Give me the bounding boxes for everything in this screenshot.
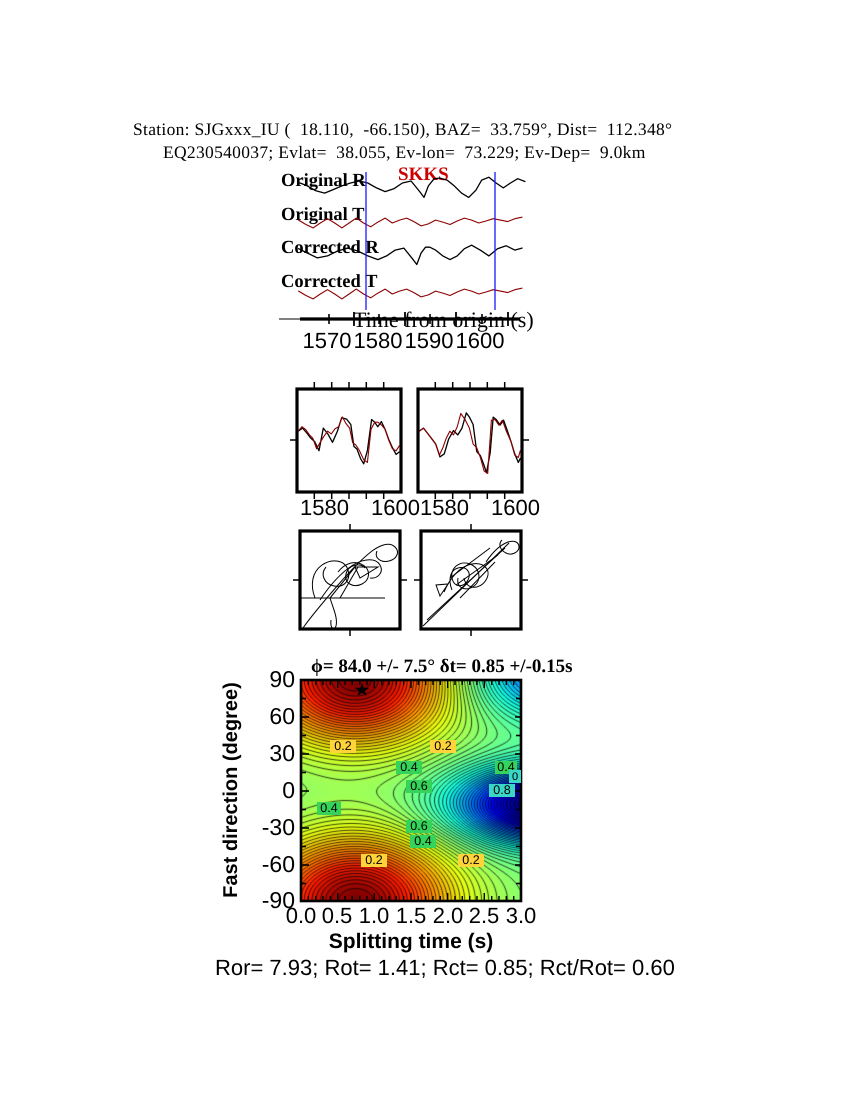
svg-text:0.0: 0.0 [286, 903, 317, 928]
svg-text:Ror= 7.93; Rot= 1.41; Rct= 0.8: Ror= 7.93; Rot= 1.41; Rct= 0.85; Rct/Rot… [215, 955, 675, 980]
svg-text:Splitting time (s): Splitting time (s) [329, 930, 494, 953]
svg-text:Fast direction (degree): Fast direction (degree) [220, 682, 242, 898]
svg-text:0.2: 0.2 [462, 853, 479, 867]
svg-text:-60: -60 [262, 851, 295, 877]
svg-text:30: 30 [269, 740, 295, 766]
svg-text:1590: 1590 [405, 328, 454, 353]
svg-text:ϕ= 84.0 +/- 7.5° δt= 0.85 +/-0: ϕ= 84.0 +/- 7.5° δt= 0.85 +/-0.15s [311, 656, 573, 677]
svg-text:90: 90 [269, 666, 295, 692]
svg-text:0.6: 0.6 [410, 779, 427, 793]
svg-text:1570: 1570 [303, 328, 352, 353]
svg-text:0.2: 0.2 [434, 739, 451, 753]
svg-text:1580: 1580 [420, 495, 469, 520]
svg-text:1580: 1580 [300, 495, 349, 520]
svg-text:0.8: 0.8 [493, 783, 510, 797]
svg-text:Original T: Original T [281, 205, 365, 225]
svg-text:1580: 1580 [354, 328, 403, 353]
svg-text:Original R: Original R [281, 171, 366, 191]
svg-text:60: 60 [269, 703, 295, 729]
svg-text:0.2: 0.2 [334, 739, 351, 753]
svg-text:3.0: 3.0 [506, 903, 537, 928]
svg-text:-30: -30 [262, 814, 295, 840]
svg-text:0.5: 0.5 [322, 903, 353, 928]
svg-text:1600: 1600 [371, 495, 420, 520]
svg-text:1.5: 1.5 [396, 903, 427, 928]
svg-text:0: 0 [282, 777, 295, 803]
svg-text:1.0: 1.0 [359, 903, 390, 928]
svg-text:Corrected T: Corrected T [281, 272, 378, 292]
svg-text:0.4: 0.4 [320, 801, 337, 815]
svg-text:0.2: 0.2 [365, 853, 382, 867]
svg-text:1600: 1600 [456, 328, 505, 353]
svg-text:2.5: 2.5 [469, 903, 500, 928]
svg-text:2.0: 2.0 [433, 903, 464, 928]
svg-text:1600: 1600 [491, 495, 540, 520]
svg-text:0: 0 [512, 771, 518, 783]
svg-text:0.4: 0.4 [400, 760, 417, 774]
svg-text:0.4: 0.4 [414, 834, 431, 848]
svg-text:0.6: 0.6 [410, 819, 427, 833]
